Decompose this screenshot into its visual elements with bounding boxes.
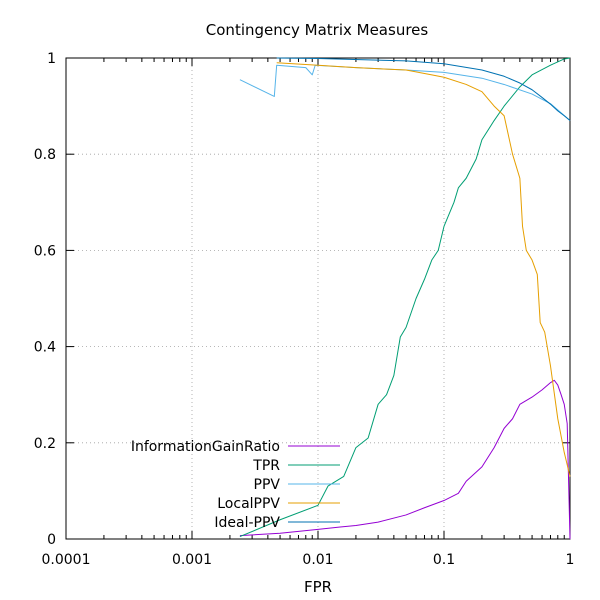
grid (66, 58, 570, 539)
series-line-ppv (239, 64, 571, 121)
series-line-tpr (239, 57, 571, 538)
legend-label: Ideal-PPV (214, 515, 280, 531)
x-tick-label: 0.0001 (42, 552, 91, 568)
legend-label: LocalPPV (217, 496, 280, 512)
y-tick-label: 0 (47, 532, 56, 548)
legend-label: TPR (252, 458, 280, 474)
x-tick-label: 1 (566, 552, 575, 568)
y-tick-label: 0.4 (34, 340, 56, 356)
series-layer (239, 57, 571, 540)
legend-label: InformationGainRatio (131, 439, 280, 455)
y-tick-label: 1 (47, 51, 56, 67)
x-tick-label: 0.001 (172, 552, 212, 568)
chart-title: Contingency Matrix Measures (206, 21, 429, 39)
y-tick-label: 0.2 (34, 436, 56, 452)
series-line-ideal-ppv (276, 57, 571, 121)
legend: InformationGainRatio TPR PPV LocalPPV Ideal-… (131, 439, 340, 531)
y-tick-label: 0.8 (34, 147, 56, 163)
series-line-localppv (276, 62, 571, 477)
axis-ticks: 0 0.2 0.4 0.6 0.8 1 0.0001 0.001 0.01 0.1 1 (34, 51, 575, 568)
y-tick-label: 0.6 (34, 243, 56, 259)
x-tick-label: 0.1 (433, 552, 455, 568)
x-axis-label: FPR (304, 578, 332, 596)
legend-label: PPV (254, 477, 281, 493)
series-line-informationgainratio (239, 379, 571, 540)
x-tick-label: 0.01 (302, 552, 333, 568)
